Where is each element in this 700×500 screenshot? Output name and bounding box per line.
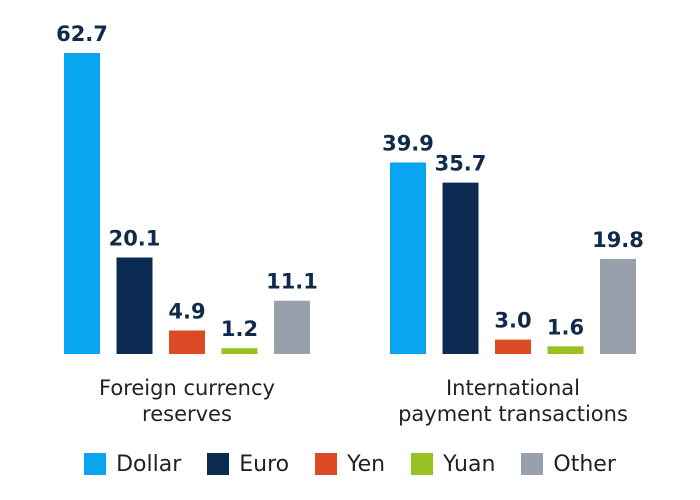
value-label-euro-1: 20.1 xyxy=(109,227,161,251)
bar-other-2 xyxy=(600,258,636,354)
legend-item-euro: Euro xyxy=(207,452,289,477)
value-label-yen-2: 3.0 xyxy=(494,309,531,333)
value-label-other-2: 19.8 xyxy=(592,228,644,252)
bar-dollar-2 xyxy=(390,162,426,354)
bar-euro-2 xyxy=(442,182,479,354)
category-label-1-line-2: reserves xyxy=(142,402,232,426)
value-label-dollar-1: 62.7 xyxy=(56,22,108,46)
legend-item-yuan: Yuan xyxy=(411,452,495,477)
legend-swatch-yen xyxy=(315,453,338,475)
legend-label-dollar: Dollar xyxy=(116,451,182,477)
bar-dollar-1 xyxy=(64,53,100,354)
legend-swatch-yuan xyxy=(411,453,434,475)
bar-yuan-1 xyxy=(221,348,258,354)
bar-yuan-2 xyxy=(547,346,584,354)
legend-swatch-other xyxy=(521,453,544,475)
bar-yen-2 xyxy=(495,339,531,354)
category-label-2-line-2: payment transactions xyxy=(398,402,628,426)
legend-item-yen: Yen xyxy=(315,452,385,477)
value-label-other-1: 11.1 xyxy=(266,270,318,294)
value-label-yuan-1: 1.2 xyxy=(221,317,258,341)
value-label-yuan-2: 1.6 xyxy=(547,315,584,339)
legend-swatch-euro xyxy=(207,453,230,475)
legend-swatch-dollar xyxy=(84,453,107,475)
bar-chart: 62.7 39.9 20.1 35.7 4.9 3.0 1.2 1.6 11.1 19.8 Fore… xyxy=(56,22,644,426)
legend-label-yuan: Yuan xyxy=(443,451,496,477)
value-label-euro-2: 35.7 xyxy=(435,152,487,176)
bar-other-1 xyxy=(274,300,310,354)
legend-label-other: Other xyxy=(553,451,616,477)
value-label-yen-1: 4.9 xyxy=(168,299,205,323)
legend: Dollar Euro Yen Yuan Other xyxy=(0,446,700,482)
category-label-1-line-1: Foreign currency xyxy=(99,376,275,400)
legend-item-dollar: Dollar xyxy=(84,452,181,477)
bar-yen-1 xyxy=(169,330,205,354)
legend-label-yen: Yen xyxy=(347,451,386,477)
legend-item-other: Other xyxy=(521,451,616,477)
category-label-2-line-1: International xyxy=(446,376,580,400)
bar-euro-1 xyxy=(116,257,153,354)
value-label-dollar-2: 39.9 xyxy=(382,131,434,155)
legend-label-euro: Euro xyxy=(239,451,290,477)
